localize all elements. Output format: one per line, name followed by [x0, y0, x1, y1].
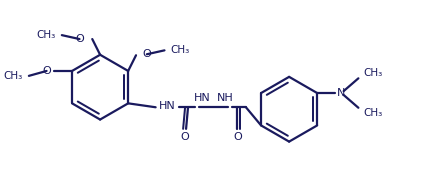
Text: N: N [336, 88, 345, 98]
Text: CH₃: CH₃ [363, 68, 383, 78]
Text: O: O [181, 132, 190, 142]
Text: NH: NH [217, 93, 234, 103]
Text: CH₃: CH₃ [36, 30, 56, 40]
Text: O: O [234, 132, 243, 142]
Text: HN: HN [194, 93, 210, 103]
Text: CH₃: CH₃ [170, 45, 190, 55]
Text: O: O [142, 49, 151, 59]
Text: CH₃: CH₃ [363, 108, 383, 118]
Text: O: O [42, 66, 51, 76]
Text: O: O [75, 34, 84, 44]
Text: HN: HN [159, 101, 176, 111]
Text: CH₃: CH₃ [4, 71, 23, 81]
